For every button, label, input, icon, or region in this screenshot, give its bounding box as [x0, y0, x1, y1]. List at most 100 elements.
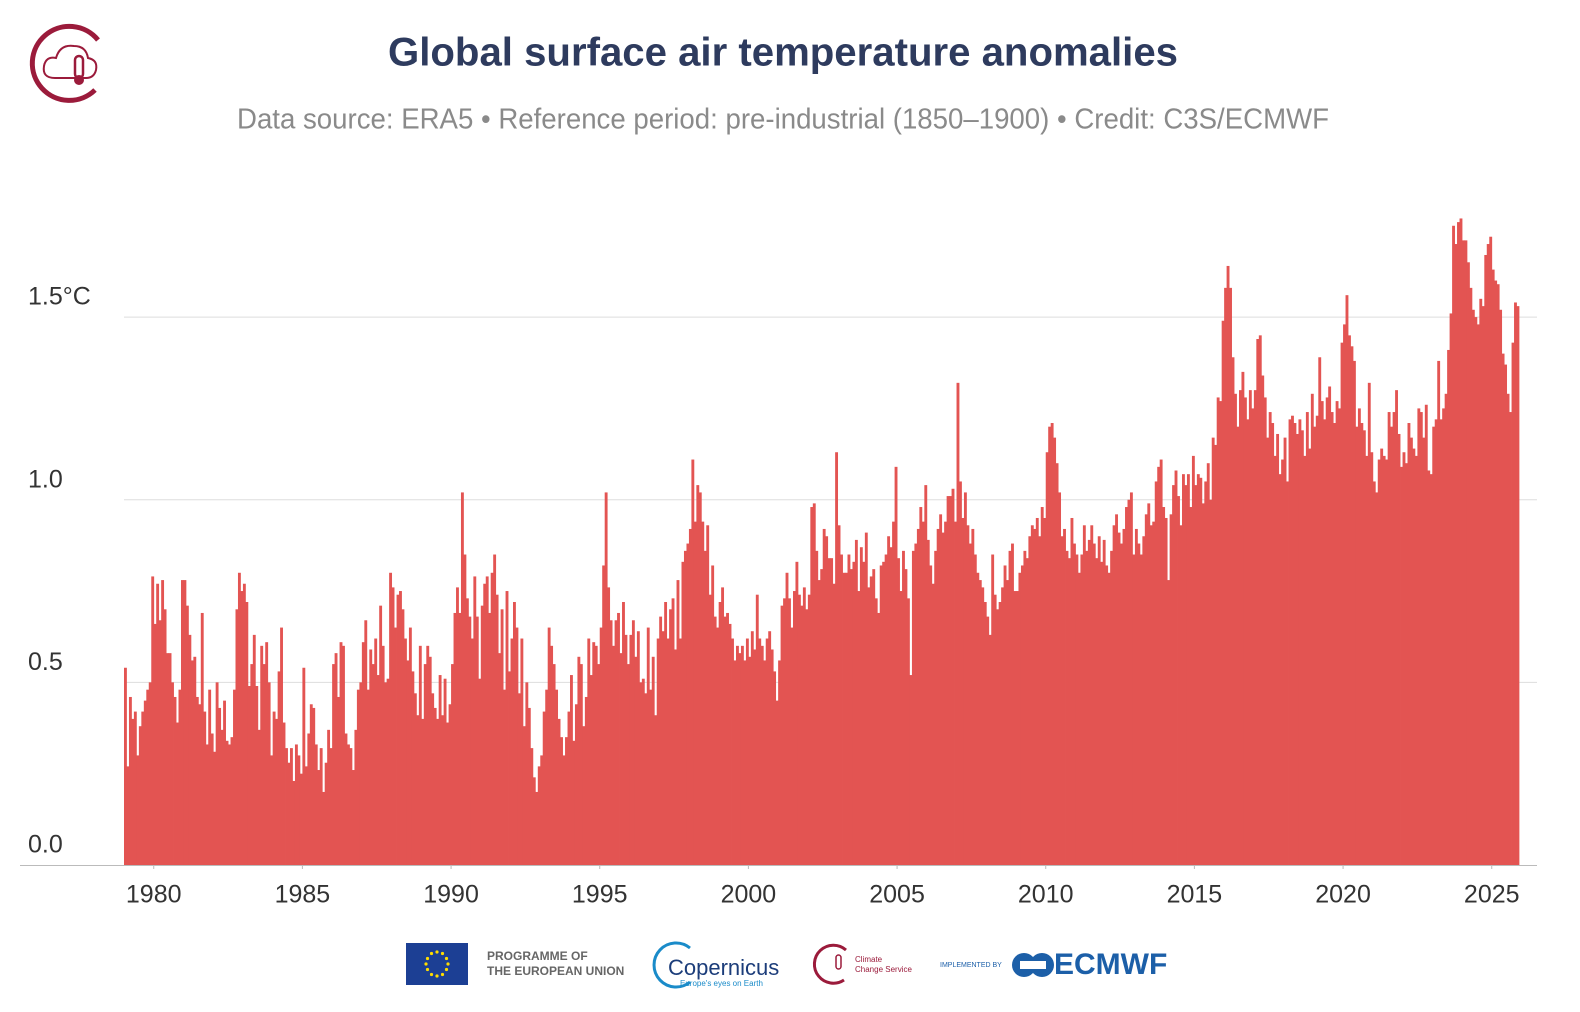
bar [411, 671, 415, 865]
bar [916, 528, 920, 865]
bar [480, 605, 484, 865]
bar [847, 554, 851, 865]
bar [1162, 507, 1166, 865]
copernicus-tagline: Europe's eyes on Earth [680, 979, 763, 988]
bar [228, 744, 231, 865]
bar [654, 715, 658, 865]
bar [738, 653, 742, 865]
bar [1241, 371, 1245, 865]
bar [1060, 536, 1064, 865]
x-tick-label: 1985 [275, 881, 331, 909]
x-tick-label: 1990 [423, 881, 479, 909]
c3s-logo [29, 23, 100, 103]
bar [1065, 550, 1069, 865]
bar [815, 550, 819, 865]
bar [1481, 306, 1485, 865]
bar [830, 558, 834, 865]
bar [1040, 507, 1044, 865]
bar [290, 748, 293, 865]
bar [790, 627, 794, 865]
bar [513, 602, 516, 865]
bar [939, 514, 943, 865]
bar [812, 503, 816, 865]
bar [849, 569, 853, 865]
bar [1271, 423, 1275, 865]
bar [1129, 492, 1133, 865]
bar [740, 645, 744, 865]
bar [584, 696, 588, 865]
bar [716, 627, 720, 865]
bar [959, 481, 962, 865]
bar [1459, 218, 1463, 866]
bar [1018, 572, 1022, 865]
bar [547, 627, 551, 865]
bar [215, 682, 219, 865]
bar [1186, 474, 1190, 865]
bar [1261, 375, 1265, 865]
bar [530, 748, 534, 865]
bar [877, 612, 881, 865]
bar [136, 755, 140, 865]
bar [488, 612, 492, 865]
bar [802, 587, 806, 865]
bar [532, 777, 536, 865]
bar [731, 638, 734, 865]
bar [1357, 408, 1361, 865]
bar [770, 649, 774, 865]
bar [1397, 433, 1401, 865]
bar [1313, 426, 1317, 865]
bar [817, 580, 821, 865]
bar [522, 726, 526, 865]
bar [859, 547, 863, 865]
bar [1343, 324, 1346, 865]
bar [1345, 295, 1349, 866]
bar [570, 675, 573, 865]
bar [882, 561, 886, 865]
bar [465, 598, 469, 865]
bar [758, 638, 762, 865]
bar [1367, 382, 1371, 865]
bar [993, 594, 997, 865]
x-tick-label: 2010 [1018, 881, 1074, 909]
bar [840, 554, 843, 865]
bar [1050, 423, 1054, 865]
bar [319, 748, 323, 865]
bar [941, 532, 945, 865]
bar [636, 631, 640, 865]
bar [780, 605, 784, 865]
bar [852, 561, 856, 865]
bar [998, 602, 1002, 865]
bar [857, 591, 861, 865]
bar [1266, 437, 1270, 865]
bar [498, 653, 502, 865]
bar [788, 598, 791, 865]
bar [733, 660, 737, 865]
bar [505, 591, 509, 865]
bar [205, 744, 209, 865]
bar [626, 664, 630, 865]
bar [443, 678, 447, 865]
bar [423, 664, 427, 865]
bar [924, 485, 928, 865]
bar [1251, 408, 1255, 865]
bar [869, 576, 873, 865]
bar [721, 587, 725, 865]
bar [649, 689, 653, 865]
bar [656, 638, 660, 865]
bar [1283, 437, 1287, 865]
bar [555, 689, 559, 865]
bar [622, 602, 625, 865]
bar [1328, 386, 1332, 865]
bar [1253, 390, 1257, 865]
bar [926, 539, 930, 865]
bar [1100, 561, 1104, 865]
bar [961, 517, 965, 865]
bar [1390, 426, 1394, 865]
bar [1395, 390, 1398, 865]
bar [515, 627, 519, 865]
bar [1209, 499, 1213, 865]
bar [1452, 225, 1455, 865]
bar [255, 686, 259, 865]
bar [1137, 543, 1141, 865]
c3s-thermometer [835, 954, 842, 970]
